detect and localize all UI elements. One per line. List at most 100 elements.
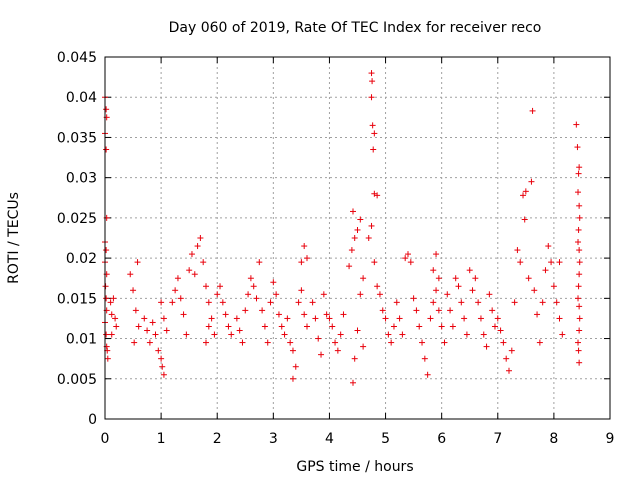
data-point [350,208,357,215]
data-point [576,259,583,266]
data-point [427,315,434,322]
data-point [466,267,473,274]
y-tick-label: 0.03 [66,171,97,187]
data-point [127,271,134,278]
data-point [357,291,364,298]
data-point [444,291,451,298]
data-point [491,323,498,330]
data-point [315,335,322,342]
data-point [576,271,583,278]
y-tick-label: 0 [88,412,97,428]
data-point [104,355,111,362]
data-point [385,331,392,338]
data-point [228,331,235,338]
data-point [236,327,243,334]
data-point [452,275,459,282]
data-point [531,287,538,294]
data-point [259,307,266,314]
x-tick-label: 7 [493,431,502,447]
data-point [103,331,110,338]
data-point [486,291,493,298]
data-point [410,295,417,302]
data-point [177,295,184,302]
data-point [489,307,496,314]
chart-title: Day 060 of 2019, Rate Of TEC Index for r… [169,20,542,36]
plot-frame [104,56,611,420]
data-point [214,291,221,298]
data-point [289,347,296,354]
data-point [292,363,299,370]
data-point [281,331,288,338]
data-point [273,291,280,298]
data-point [132,307,139,314]
data-point [197,235,204,241]
x-tick-label: 4 [325,431,334,447]
data-point [508,347,515,354]
data-point [534,311,541,318]
data-point [205,323,212,330]
data-point [393,299,400,306]
data-point [388,339,395,346]
data-point [407,259,414,266]
data-point [304,255,310,262]
data-point [369,78,376,85]
data-point [368,94,375,101]
x-tick-label: 6 [437,431,446,447]
data-point [152,331,159,338]
data-point [449,323,456,330]
data-point [441,339,448,346]
data-point [556,259,563,266]
data-point [575,170,582,177]
data-point [295,299,302,306]
data-point [576,359,583,366]
data-point [169,299,176,306]
data-point [172,287,179,294]
data-point [542,267,549,274]
data-point [284,315,291,322]
data-point [219,299,226,306]
data-point [573,121,580,128]
data-point [413,307,420,314]
grid-lines [105,57,610,419]
data-point [203,339,209,346]
data-point [416,323,423,330]
x-tick-label: 9 [606,431,615,447]
data-point [174,275,181,282]
data-point [472,275,479,282]
data-point [483,343,490,350]
data-point [480,331,487,338]
data-point [365,235,372,241]
data-point [250,283,257,290]
data-point [194,243,201,250]
data-point [461,315,468,322]
data-point [520,192,527,199]
y-axis-label: ROTI / TECUs [6,192,22,284]
data-point [576,315,583,322]
data-point [390,323,397,330]
data-point [575,283,582,290]
data-point [267,299,274,306]
x-tick-label: 2 [213,431,222,447]
data-point [107,299,114,306]
data-point [239,339,246,346]
data-point [256,259,263,266]
data-point [402,255,409,262]
data-point [163,327,170,334]
x-tick-label: 8 [549,431,558,447]
data-point [225,323,232,330]
data-point [575,189,582,196]
data-point [158,299,165,306]
x-tick-label: 1 [157,431,166,447]
data-point [103,106,110,113]
data-points [102,70,583,386]
data-point [575,239,582,246]
data-point [435,275,442,282]
data-point [370,146,377,153]
data-point [160,371,167,378]
data-point [348,247,355,254]
data-point [396,315,403,322]
data-point [103,295,110,302]
data-point [469,287,476,294]
data-point [130,287,137,294]
